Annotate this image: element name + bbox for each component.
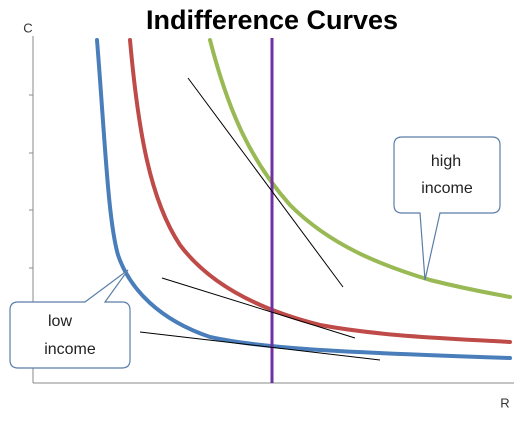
callout-text: income [44, 341, 96, 358]
callout-high [393, 136, 501, 281]
callout-text: income [421, 180, 473, 197]
tangent-line [161, 277, 356, 339]
tangent-line [187, 77, 344, 288]
y-axis-label: C [23, 20, 32, 35]
callout-text: high [431, 153, 461, 170]
callout-low [9, 269, 131, 369]
curve-high [208, 38, 512, 299]
x-axis-label: R [500, 395, 509, 410]
callout-text: low [48, 313, 72, 330]
title: Indifference Curves [146, 5, 398, 35]
curve-low [95, 38, 512, 360]
tangent-line [139, 331, 381, 361]
curve-mid [128, 38, 512, 344]
